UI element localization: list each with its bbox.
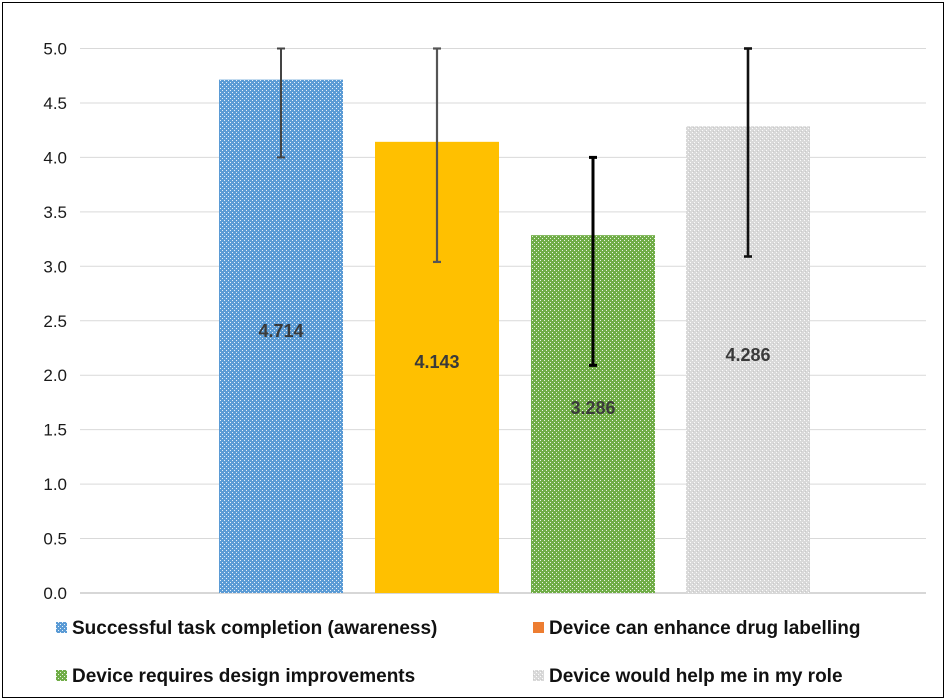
data-label-3: 3.286 (570, 398, 615, 418)
y-tick-label: 4.5 (43, 94, 67, 113)
error-bars (277, 47, 752, 367)
y-tick-label: 1.5 (43, 421, 67, 440)
y-tick-label: 2.5 (43, 312, 67, 331)
legend-label-3: Device requires design improvements (72, 666, 415, 687)
legend-swatch-2 (533, 622, 544, 633)
legend-label-1: Successful task completion (awareness) (72, 618, 437, 639)
legend: Successful task completion (awareness) De… (56, 618, 861, 687)
y-tick-label: 4.0 (43, 148, 67, 167)
legend-swatch-1 (56, 622, 67, 633)
data-label-1: 4.714 (258, 321, 303, 341)
y-tick-label: 5.0 (43, 40, 67, 59)
y-tick-label: 2.0 (43, 366, 67, 385)
legend-label-2: Device can enhance drug labelling (549, 618, 861, 639)
bar-1 (219, 79, 343, 594)
legend-label-4: Device would help me in my role (549, 666, 843, 687)
legend-swatch-3 (56, 670, 67, 681)
bars (219, 79, 810, 594)
y-tick-label: 0.0 (43, 584, 67, 603)
data-labels: 4.714 4.143 3.286 4.286 (258, 321, 770, 418)
data-label-4: 4.286 (725, 345, 770, 365)
y-tick-label: 1.0 (43, 475, 67, 494)
data-label-2: 4.143 (414, 352, 459, 372)
y-tick-label: 3.5 (43, 203, 67, 222)
legend-swatch-4 (533, 670, 544, 681)
y-tick-label: 0.5 (43, 530, 67, 549)
y-tick-label: 3.0 (43, 257, 67, 276)
